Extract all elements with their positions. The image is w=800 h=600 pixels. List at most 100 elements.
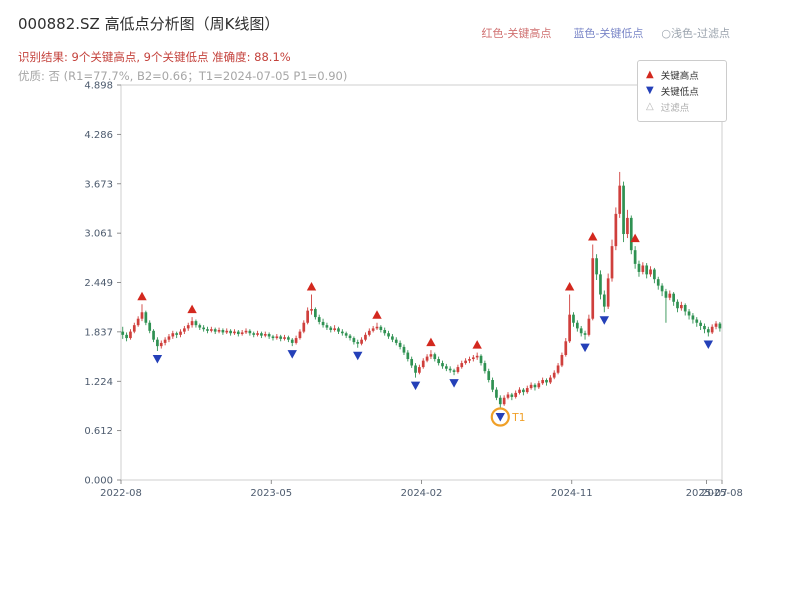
candle-body (664, 291, 668, 298)
t1-label: T1 (511, 412, 525, 424)
candle-body (606, 278, 610, 307)
candle-body (475, 355, 479, 358)
key-low-marker (410, 381, 421, 391)
candle-body (552, 372, 556, 378)
key-low-markers (152, 316, 714, 422)
key-high-marker (372, 310, 382, 319)
candle-body (271, 336, 275, 339)
candle-body (703, 325, 706, 330)
candle-body (337, 328, 340, 332)
candle-body (275, 336, 279, 339)
candle-body (283, 337, 286, 339)
candle-body (360, 339, 363, 344)
key-low-marker (152, 354, 163, 364)
candle-body (568, 314, 571, 342)
legend-item-key-high: ▲ 关键高点 (646, 67, 718, 83)
candle-body (425, 356, 429, 361)
candle-body (633, 250, 637, 264)
key-low-marker (449, 379, 459, 388)
key-high-marker (472, 340, 482, 349)
top-legend-low-label: 蓝色-关键低点 (573, 27, 644, 40)
candle-body (140, 312, 144, 319)
candle-body (279, 336, 283, 339)
candle-body (302, 322, 306, 332)
candle-body (344, 333, 348, 336)
candle-body (444, 366, 448, 369)
candle-body (156, 339, 159, 347)
candle-body (649, 269, 652, 275)
key-low-marker (599, 316, 610, 325)
candle-body (680, 305, 683, 309)
candle-body (656, 279, 660, 286)
svg-text:1.224: 1.224 (84, 377, 113, 388)
candle-body (433, 354, 437, 360)
key-high-markers (137, 232, 640, 349)
legend-item-filtered: △ 过滤点 (646, 99, 718, 115)
candle-body (706, 329, 710, 333)
candle-body (653, 269, 656, 280)
candle-body (375, 326, 379, 329)
candle-body (522, 389, 525, 393)
candle-body (541, 380, 545, 384)
candle-body (556, 365, 560, 373)
candle-body (545, 380, 548, 383)
candle-body (514, 392, 518, 397)
candle-body (710, 326, 714, 333)
candle-body (668, 293, 672, 298)
candle-body (518, 389, 521, 393)
candle-body (167, 336, 171, 340)
candle-body (306, 310, 310, 323)
candle-body (591, 258, 595, 319)
candle-body (144, 312, 148, 323)
candle-body (244, 330, 248, 333)
candle-body (371, 328, 375, 331)
candle-body (629, 217, 633, 251)
candle-body (171, 333, 175, 337)
candle-body (714, 323, 718, 327)
candle-body (209, 329, 213, 331)
candle-body (402, 346, 406, 353)
candle-body (391, 336, 394, 340)
candle-body (510, 394, 514, 397)
candle-body (502, 397, 506, 405)
svg-text:4.286: 4.286 (84, 130, 113, 141)
candle-body (398, 342, 402, 347)
candle-body (468, 359, 471, 361)
candle-body (225, 330, 229, 333)
candle-body (132, 325, 136, 332)
candle-body (479, 355, 483, 364)
candle-body (394, 339, 398, 343)
candle-body (194, 321, 198, 326)
candle-body (125, 334, 128, 339)
candle-body (221, 330, 225, 333)
candle-body (525, 388, 529, 393)
candle-body (325, 325, 329, 328)
candle-body (294, 338, 298, 343)
candle-body (136, 318, 140, 326)
key-low-marker (353, 351, 363, 361)
candle-body (240, 332, 244, 335)
candle-body (437, 359, 440, 364)
candle-body (641, 265, 645, 272)
candle-body (429, 354, 433, 357)
candle-body (560, 355, 564, 366)
svg-text:0.612: 0.612 (84, 426, 113, 437)
key-low-marker (580, 343, 590, 353)
candle-body (321, 321, 325, 326)
candle-body (186, 325, 190, 329)
t1-highlight-circle (490, 407, 510, 427)
triangle-up-icon: ▲ (646, 69, 654, 80)
candle-body (537, 383, 541, 388)
candle-body (418, 367, 421, 373)
candle-body (159, 342, 163, 347)
legend-label: 关键高点 (660, 71, 699, 82)
svg-text:2024-02: 2024-02 (401, 488, 443, 499)
quality-line: 优质: 否 (R1=77.7%, B2=0.66；T1=2024-07-05 P… (18, 69, 348, 83)
candle-body (217, 330, 221, 332)
candle-body (198, 325, 202, 328)
candle-body (163, 339, 167, 343)
triangle-down-icon: ▼ (646, 85, 654, 96)
key-high-marker (137, 291, 147, 301)
candle-body (152, 330, 155, 340)
